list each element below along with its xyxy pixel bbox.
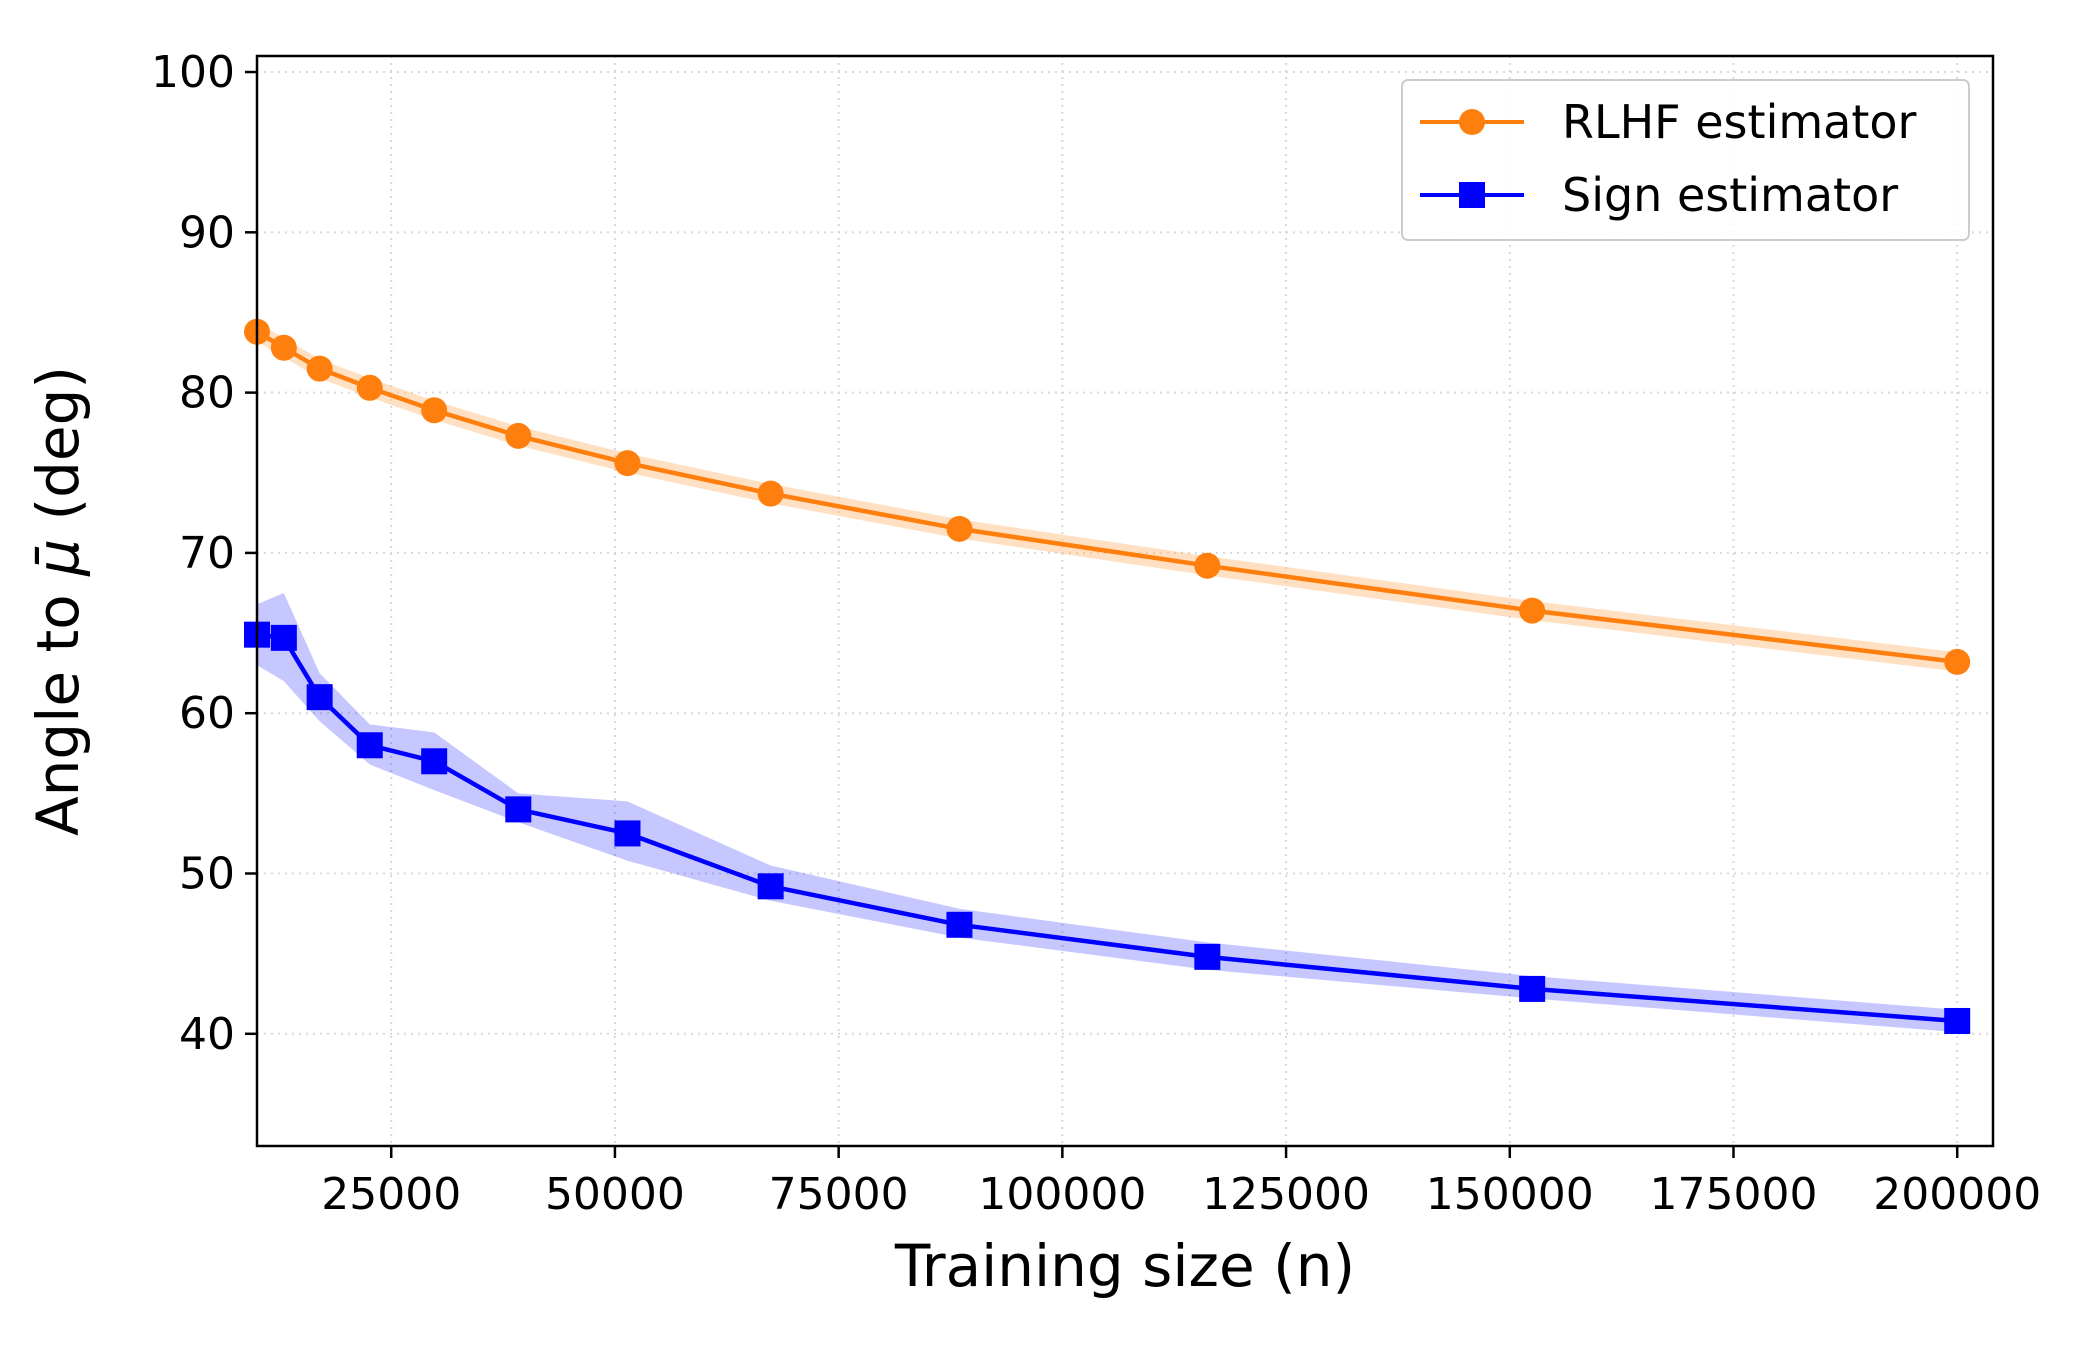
data-point-sign <box>946 911 973 938</box>
data-point-sign <box>1519 975 1546 1002</box>
y-axis-title: Angle to μ̄ (deg) <box>24 366 92 836</box>
y-tick-label: 70 <box>179 528 235 579</box>
x-tick-label: 75000 <box>769 1169 909 1220</box>
data-point-sign <box>614 820 641 847</box>
data-point-rlhf <box>946 515 973 542</box>
y-tick-label: 80 <box>179 368 235 419</box>
y-tick-label: 90 <box>179 207 235 258</box>
legend-label-sign: Sign estimator <box>1562 168 1898 222</box>
data-point-sign <box>421 748 448 775</box>
data-point-rlhf <box>757 480 784 507</box>
data-point-sign <box>306 684 333 711</box>
x-tick-label: 25000 <box>321 1169 461 1220</box>
x-tick-label: 175000 <box>1650 1169 1818 1220</box>
legend: RLHF estimator Sign estimator <box>1401 79 1970 241</box>
data-point-rlhf <box>1194 552 1221 579</box>
x-axis-title: Training size (n) <box>894 1232 1355 1300</box>
x-tick-label: 150000 <box>1426 1169 1594 1220</box>
x-tick-label: 125000 <box>1202 1169 1370 1220</box>
y-tick-label: 40 <box>179 1009 235 1060</box>
series-markers <box>244 318 1971 1034</box>
y-tick-label: 50 <box>179 849 235 900</box>
data-point-sign <box>505 796 532 823</box>
y-axis-title-prefix: Angle to <box>24 576 92 836</box>
data-point-rlhf <box>421 397 448 424</box>
legend-label-rlhf: RLHF estimator <box>1562 95 1917 149</box>
data-point-rlhf <box>505 422 532 449</box>
data-point-rlhf <box>614 450 641 477</box>
data-point-rlhf <box>270 334 297 361</box>
data-point-sign <box>757 873 784 900</box>
legend-marker-rlhf <box>1459 109 1485 135</box>
axis-ticks: 25000 50000 75000 100000 125000 150000 175000 2… <box>151 47 2041 1220</box>
data-point-sign <box>270 624 297 651</box>
data-point-rlhf <box>306 355 333 382</box>
legend-marker-sign <box>1459 182 1485 208</box>
legend-box <box>1401 79 1970 241</box>
y-tick-label: 60 <box>179 688 235 739</box>
data-point-sign <box>1194 943 1221 970</box>
data-point-rlhf <box>1944 648 1971 675</box>
data-point-rlhf <box>1519 597 1546 624</box>
confidence-band-rlhf <box>257 322 1958 672</box>
x-tick-label: 100000 <box>978 1169 1146 1220</box>
data-point-rlhf <box>356 374 383 401</box>
x-tick-label: 50000 <box>545 1169 685 1220</box>
plot-frame <box>255 54 1995 1148</box>
y-axis-title-suffix: (deg) <box>24 366 92 539</box>
y-axis-title-symbol: μ̄ <box>24 539 92 577</box>
data-point-sign <box>356 732 383 759</box>
data-point-sign <box>1944 1007 1971 1034</box>
y-tick-label: 100 <box>151 47 235 98</box>
x-tick-label: 200000 <box>1873 1169 2041 1220</box>
